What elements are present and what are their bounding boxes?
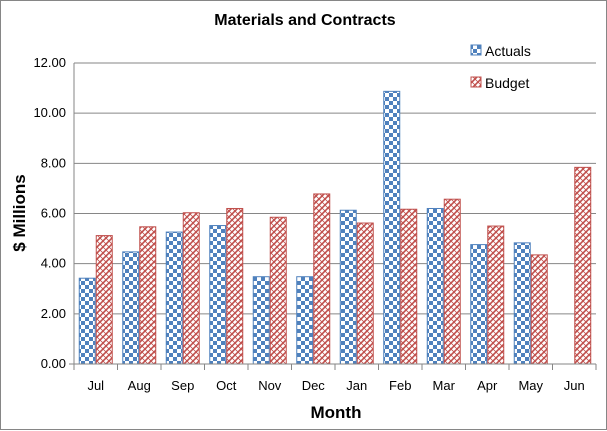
y-tick-label: 4.00 (41, 256, 66, 271)
bar-budget (313, 193, 331, 365)
chart-title: Materials and Contracts (214, 12, 395, 29)
bar-actuals (339, 209, 357, 365)
bar-actuals (165, 231, 183, 365)
x-tick-label: Dec (302, 378, 326, 393)
bar-actuals (513, 242, 531, 365)
y-tick-label: 6.00 (41, 206, 66, 221)
bar-actuals (426, 207, 444, 365)
bar-actuals (78, 277, 96, 365)
y-tick-label: 2.00 (41, 306, 66, 321)
x-tick-label: Mar (433, 378, 456, 393)
bar-budget (443, 198, 461, 365)
x-tick-label: Sep (171, 378, 194, 393)
x-tick-labels: Jul Aug Sep Oct Nov Dec Jan Feb Mar Apr May Jun (87, 378, 584, 393)
y-tick-label: 10.00 (33, 105, 66, 120)
x-tick-label: Oct (216, 378, 237, 393)
bar-actuals (296, 276, 314, 365)
x-tick-label: Apr (477, 378, 498, 393)
bar-actuals (209, 225, 227, 365)
bar-budget (530, 254, 548, 365)
bar-actuals (252, 276, 270, 365)
gridlines (74, 62, 596, 315)
y-axis-label: $ Millions (10, 174, 29, 251)
x-tick-label: Jan (346, 378, 367, 393)
bar-actuals (383, 90, 401, 365)
legend: Actuals Budget (470, 43, 531, 91)
x-axis-label: Month (311, 403, 362, 422)
y-tick-label: 0.00 (41, 356, 66, 371)
y-tick-label: 8.00 (41, 155, 66, 170)
bar-budget (487, 225, 505, 365)
legend-label-budget: Budget (485, 75, 529, 91)
y-tick-label: 12.00 (33, 55, 66, 70)
legend-swatch-actuals (470, 44, 482, 56)
bar-actuals (470, 244, 488, 365)
bar-actuals (122, 251, 140, 365)
legend-label-actuals: Actuals (485, 43, 531, 59)
x-tick-label: Aug (128, 378, 151, 393)
bar-budget (95, 235, 113, 365)
bar-budget (226, 207, 244, 365)
x-tick-label: Jul (87, 378, 104, 393)
x-tick-label: Feb (389, 378, 411, 393)
bar-budget (269, 216, 287, 365)
legend-swatch-budget (470, 76, 482, 88)
bar-budget (139, 226, 157, 365)
x-tick-label: Jun (564, 378, 585, 393)
x-tick-label: Nov (258, 378, 282, 393)
x-tick-label: May (518, 378, 543, 393)
axes (69, 63, 597, 370)
y-tick-labels: 0.00 2.00 4.00 6.00 8.00 10.00 12.00 (33, 55, 66, 371)
bar-budget (400, 208, 418, 365)
bar-budget (182, 212, 200, 365)
bars (78, 90, 592, 365)
bar-budget (356, 222, 374, 365)
bar-budget (574, 166, 592, 365)
